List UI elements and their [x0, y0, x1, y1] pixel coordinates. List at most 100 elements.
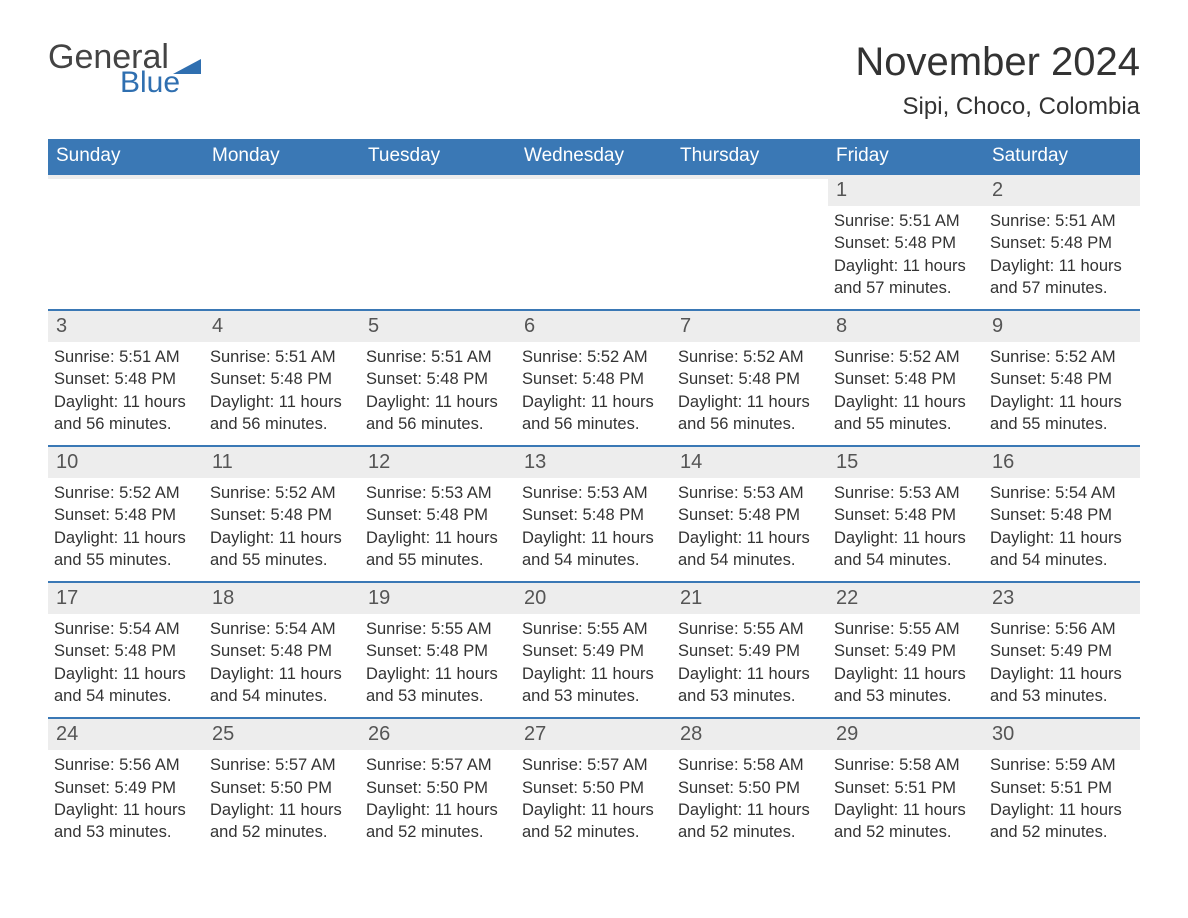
calendar-day: 23Sunrise: 5:56 AMSunset: 5:49 PMDayligh…	[984, 583, 1140, 717]
day-sunset: Sunset: 5:48 PM	[366, 640, 510, 662]
calendar-day: 20Sunrise: 5:55 AMSunset: 5:49 PMDayligh…	[516, 583, 672, 717]
day-sunset: Sunset: 5:48 PM	[210, 504, 354, 526]
calendar: SundayMondayTuesdayWednesdayThursdayFrid…	[48, 139, 1140, 853]
day-sunrise: Sunrise: 5:55 AM	[522, 618, 666, 640]
day-sunset: Sunset: 5:48 PM	[54, 368, 198, 390]
day-sunset: Sunset: 5:48 PM	[210, 368, 354, 390]
day-sunset: Sunset: 5:48 PM	[522, 504, 666, 526]
day-daylight2: and 55 minutes.	[366, 549, 510, 571]
day-number: 24	[56, 723, 78, 745]
day-sunrise: Sunrise: 5:57 AM	[366, 754, 510, 776]
calendar-day: 2Sunrise: 5:51 AMSunset: 5:48 PMDaylight…	[984, 175, 1140, 309]
day-number: 27	[524, 723, 546, 745]
title-block: November 2024 Sipi, Choco, Colombia	[855, 40, 1140, 121]
day-daylight1: Daylight: 11 hours	[834, 255, 978, 277]
day-sunrise: Sunrise: 5:55 AM	[678, 618, 822, 640]
day-sunrise: Sunrise: 5:52 AM	[990, 346, 1134, 368]
day-daylight1: Daylight: 11 hours	[522, 391, 666, 413]
day-sunset: Sunset: 5:50 PM	[366, 777, 510, 799]
day-sunset: Sunset: 5:48 PM	[522, 368, 666, 390]
day-daylight2: and 52 minutes.	[366, 821, 510, 843]
day-number: 28	[680, 723, 702, 745]
day-daylight1: Daylight: 11 hours	[834, 799, 978, 821]
day-daylight1: Daylight: 11 hours	[678, 527, 822, 549]
day-sunrise: Sunrise: 5:52 AM	[522, 346, 666, 368]
day-number: 7	[680, 315, 691, 337]
calendar-day: 19Sunrise: 5:55 AMSunset: 5:48 PMDayligh…	[360, 583, 516, 717]
day-sunset: Sunset: 5:48 PM	[990, 232, 1134, 254]
day-sunrise: Sunrise: 5:58 AM	[678, 754, 822, 776]
day-daylight2: and 55 minutes.	[210, 549, 354, 571]
day-daylight2: and 54 minutes.	[990, 549, 1134, 571]
day-sunset: Sunset: 5:51 PM	[834, 777, 978, 799]
day-sunset: Sunset: 5:49 PM	[834, 640, 978, 662]
day-sunrise: Sunrise: 5:51 AM	[834, 210, 978, 232]
day-daylight2: and 53 minutes.	[522, 685, 666, 707]
day-sunrise: Sunrise: 5:51 AM	[210, 346, 354, 368]
day-daylight1: Daylight: 11 hours	[366, 799, 510, 821]
day-sunrise: Sunrise: 5:52 AM	[210, 482, 354, 504]
calendar-day: 26 Sunrise: 5:57 AMSunset: 5:50 PMDayligh…	[360, 719, 516, 853]
day-daylight1: Daylight: 11 hours	[366, 391, 510, 413]
calendar-day: 25Sunrise: 5:57 AMSunset: 5:50 PMDayligh…	[204, 719, 360, 853]
day-daylight1: Daylight: 11 hours	[990, 663, 1134, 685]
day-number: 4	[212, 315, 223, 337]
calendar-day: 16Sunrise: 5:54 AMSunset: 5:48 PMDayligh…	[984, 447, 1140, 581]
weekday-header-row: SundayMondayTuesdayWednesdayThursdayFrid…	[48, 139, 1140, 175]
day-sunset: Sunset: 5:50 PM	[678, 777, 822, 799]
day-number: 25	[212, 723, 234, 745]
day-daylight2: and 54 minutes.	[522, 549, 666, 571]
day-daylight1: Daylight: 11 hours	[990, 527, 1134, 549]
day-daylight1: Daylight: 11 hours	[54, 527, 198, 549]
day-daylight1: Daylight: 11 hours	[366, 527, 510, 549]
day-daylight2: and 55 minutes.	[990, 413, 1134, 435]
day-sunrise: Sunrise: 5:56 AM	[54, 754, 198, 776]
day-daylight1: Daylight: 11 hours	[990, 255, 1134, 277]
day-daylight2: and 54 minutes.	[210, 685, 354, 707]
day-daylight1: Daylight: 11 hours	[54, 799, 198, 821]
day-daylight1: Daylight: 11 hours	[678, 663, 822, 685]
day-number: 20	[524, 587, 546, 609]
day-daylight1: Daylight: 11 hours	[522, 663, 666, 685]
calendar-day: 3Sunrise: 5:51 AMSunset: 5:48 PMDaylight…	[48, 311, 204, 445]
calendar-day: 15Sunrise: 5:53 AMSunset: 5:48 PMDayligh…	[828, 447, 984, 581]
day-sunset: Sunset: 5:48 PM	[678, 504, 822, 526]
day-daylight2: and 57 minutes.	[990, 277, 1134, 299]
calendar-day	[204, 175, 360, 309]
day-sunrise: Sunrise: 5:53 AM	[522, 482, 666, 504]
day-sunset: Sunset: 5:48 PM	[54, 640, 198, 662]
weekday-header: Sunday	[48, 139, 204, 175]
day-number: 22	[836, 587, 858, 609]
day-daylight2: and 53 minutes.	[54, 821, 198, 843]
day-sunrise: Sunrise: 5:55 AM	[834, 618, 978, 640]
day-number: 23	[992, 587, 1014, 609]
calendar-day: 9Sunrise: 5:52 AMSunset: 5:48 PMDaylight…	[984, 311, 1140, 445]
day-sunset: Sunset: 5:48 PM	[834, 368, 978, 390]
weekday-header: Monday	[204, 139, 360, 175]
day-sunset: Sunset: 5:48 PM	[366, 504, 510, 526]
calendar-day	[360, 175, 516, 309]
day-daylight2: and 57 minutes.	[834, 277, 978, 299]
weeks-container: 1Sunrise: 5:51 AMSunset: 5:48 PMDaylight…	[48, 175, 1140, 853]
calendar-day: 4Sunrise: 5:51 AMSunset: 5:48 PMDaylight…	[204, 311, 360, 445]
calendar-day: 7Sunrise: 5:52 AMSunset: 5:48 PMDaylight…	[672, 311, 828, 445]
day-daylight1: Daylight: 11 hours	[834, 527, 978, 549]
day-sunset: Sunset: 5:50 PM	[210, 777, 354, 799]
day-sunrise: Sunrise: 5:53 AM	[366, 482, 510, 504]
day-sunrise: Sunrise: 5:57 AM	[522, 754, 666, 776]
day-sunrise: Sunrise: 5:54 AM	[54, 618, 198, 640]
day-sunset: Sunset: 5:48 PM	[678, 368, 822, 390]
day-daylight1: Daylight: 11 hours	[522, 799, 666, 821]
day-sunrise: Sunrise: 5:54 AM	[210, 618, 354, 640]
day-daylight2: and 56 minutes.	[678, 413, 822, 435]
day-number: 17	[56, 587, 78, 609]
day-daylight2: and 54 minutes.	[54, 685, 198, 707]
calendar-day: 5Sunrise: 5:51 AMSunset: 5:48 PMDaylight…	[360, 311, 516, 445]
day-number: 8	[836, 315, 847, 337]
week-row: 1Sunrise: 5:51 AMSunset: 5:48 PMDaylight…	[48, 175, 1140, 309]
day-sunset: Sunset: 5:48 PM	[366, 368, 510, 390]
calendar-day: 29Sunrise: 5:58 AMSunset: 5:51 PMDayligh…	[828, 719, 984, 853]
day-number: 26	[368, 723, 390, 745]
calendar-day: 22Sunrise: 5:55 AMSunset: 5:49 PMDayligh…	[828, 583, 984, 717]
day-daylight2: and 53 minutes.	[366, 685, 510, 707]
